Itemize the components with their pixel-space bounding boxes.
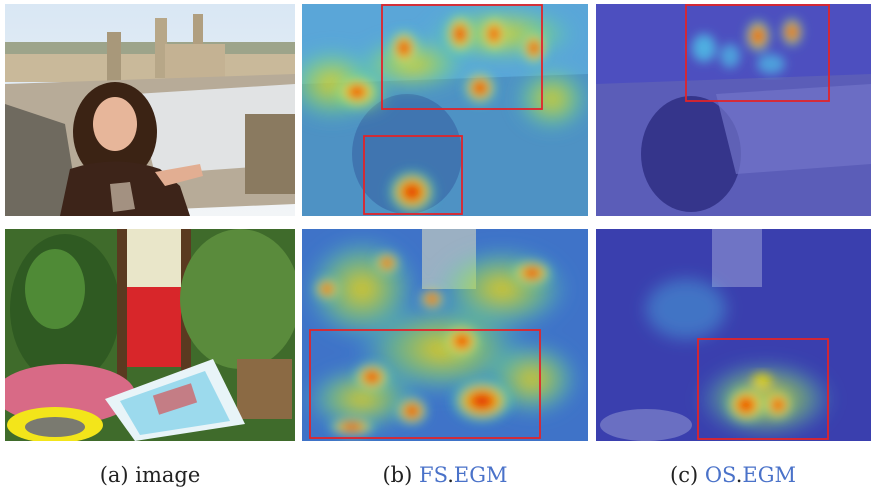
bbox-os-oxford <box>685 4 830 102</box>
bbox-os-garden <box>697 338 829 440</box>
heatmap-fs-egm-garden <box>302 229 588 441</box>
caption-b-label: (b) <box>382 463 413 487</box>
caption-c-method-b: EGM <box>742 463 796 487</box>
heatmap-fs-egm-oxford <box>302 4 588 216</box>
caption-c-method-a: OS <box>704 463 736 487</box>
caption-b-dot: . <box>447 463 454 487</box>
caption-c-label: (c) <box>670 463 699 487</box>
caption-a: (a) image <box>5 463 295 487</box>
caption-a-label: (a) <box>99 463 129 487</box>
heatmap-os-egm-garden <box>596 229 871 441</box>
caption-b-method-b: EGM <box>453 463 508 487</box>
heatmap-os-egm-oxford <box>596 4 871 216</box>
caption-b-method-a: FS <box>419 463 448 487</box>
caption-c: (c) OS.EGM <box>588 463 875 487</box>
photo-oxford-girl <box>5 4 295 216</box>
caption-a-text: image <box>135 463 201 487</box>
photo-flower-garden <box>5 229 295 441</box>
bbox-fs-garden <box>309 329 541 439</box>
caption-b-method-link[interactable]: FS.EGM <box>419 463 508 487</box>
caption-b: (b) FS.EGM <box>300 463 590 487</box>
bbox-fs-oxford-bottom <box>363 135 463 215</box>
caption-c-dot: . <box>735 463 743 487</box>
bbox-fs-oxford-top <box>381 4 543 110</box>
caption-c-method-link[interactable]: OS.EGM <box>705 463 796 487</box>
